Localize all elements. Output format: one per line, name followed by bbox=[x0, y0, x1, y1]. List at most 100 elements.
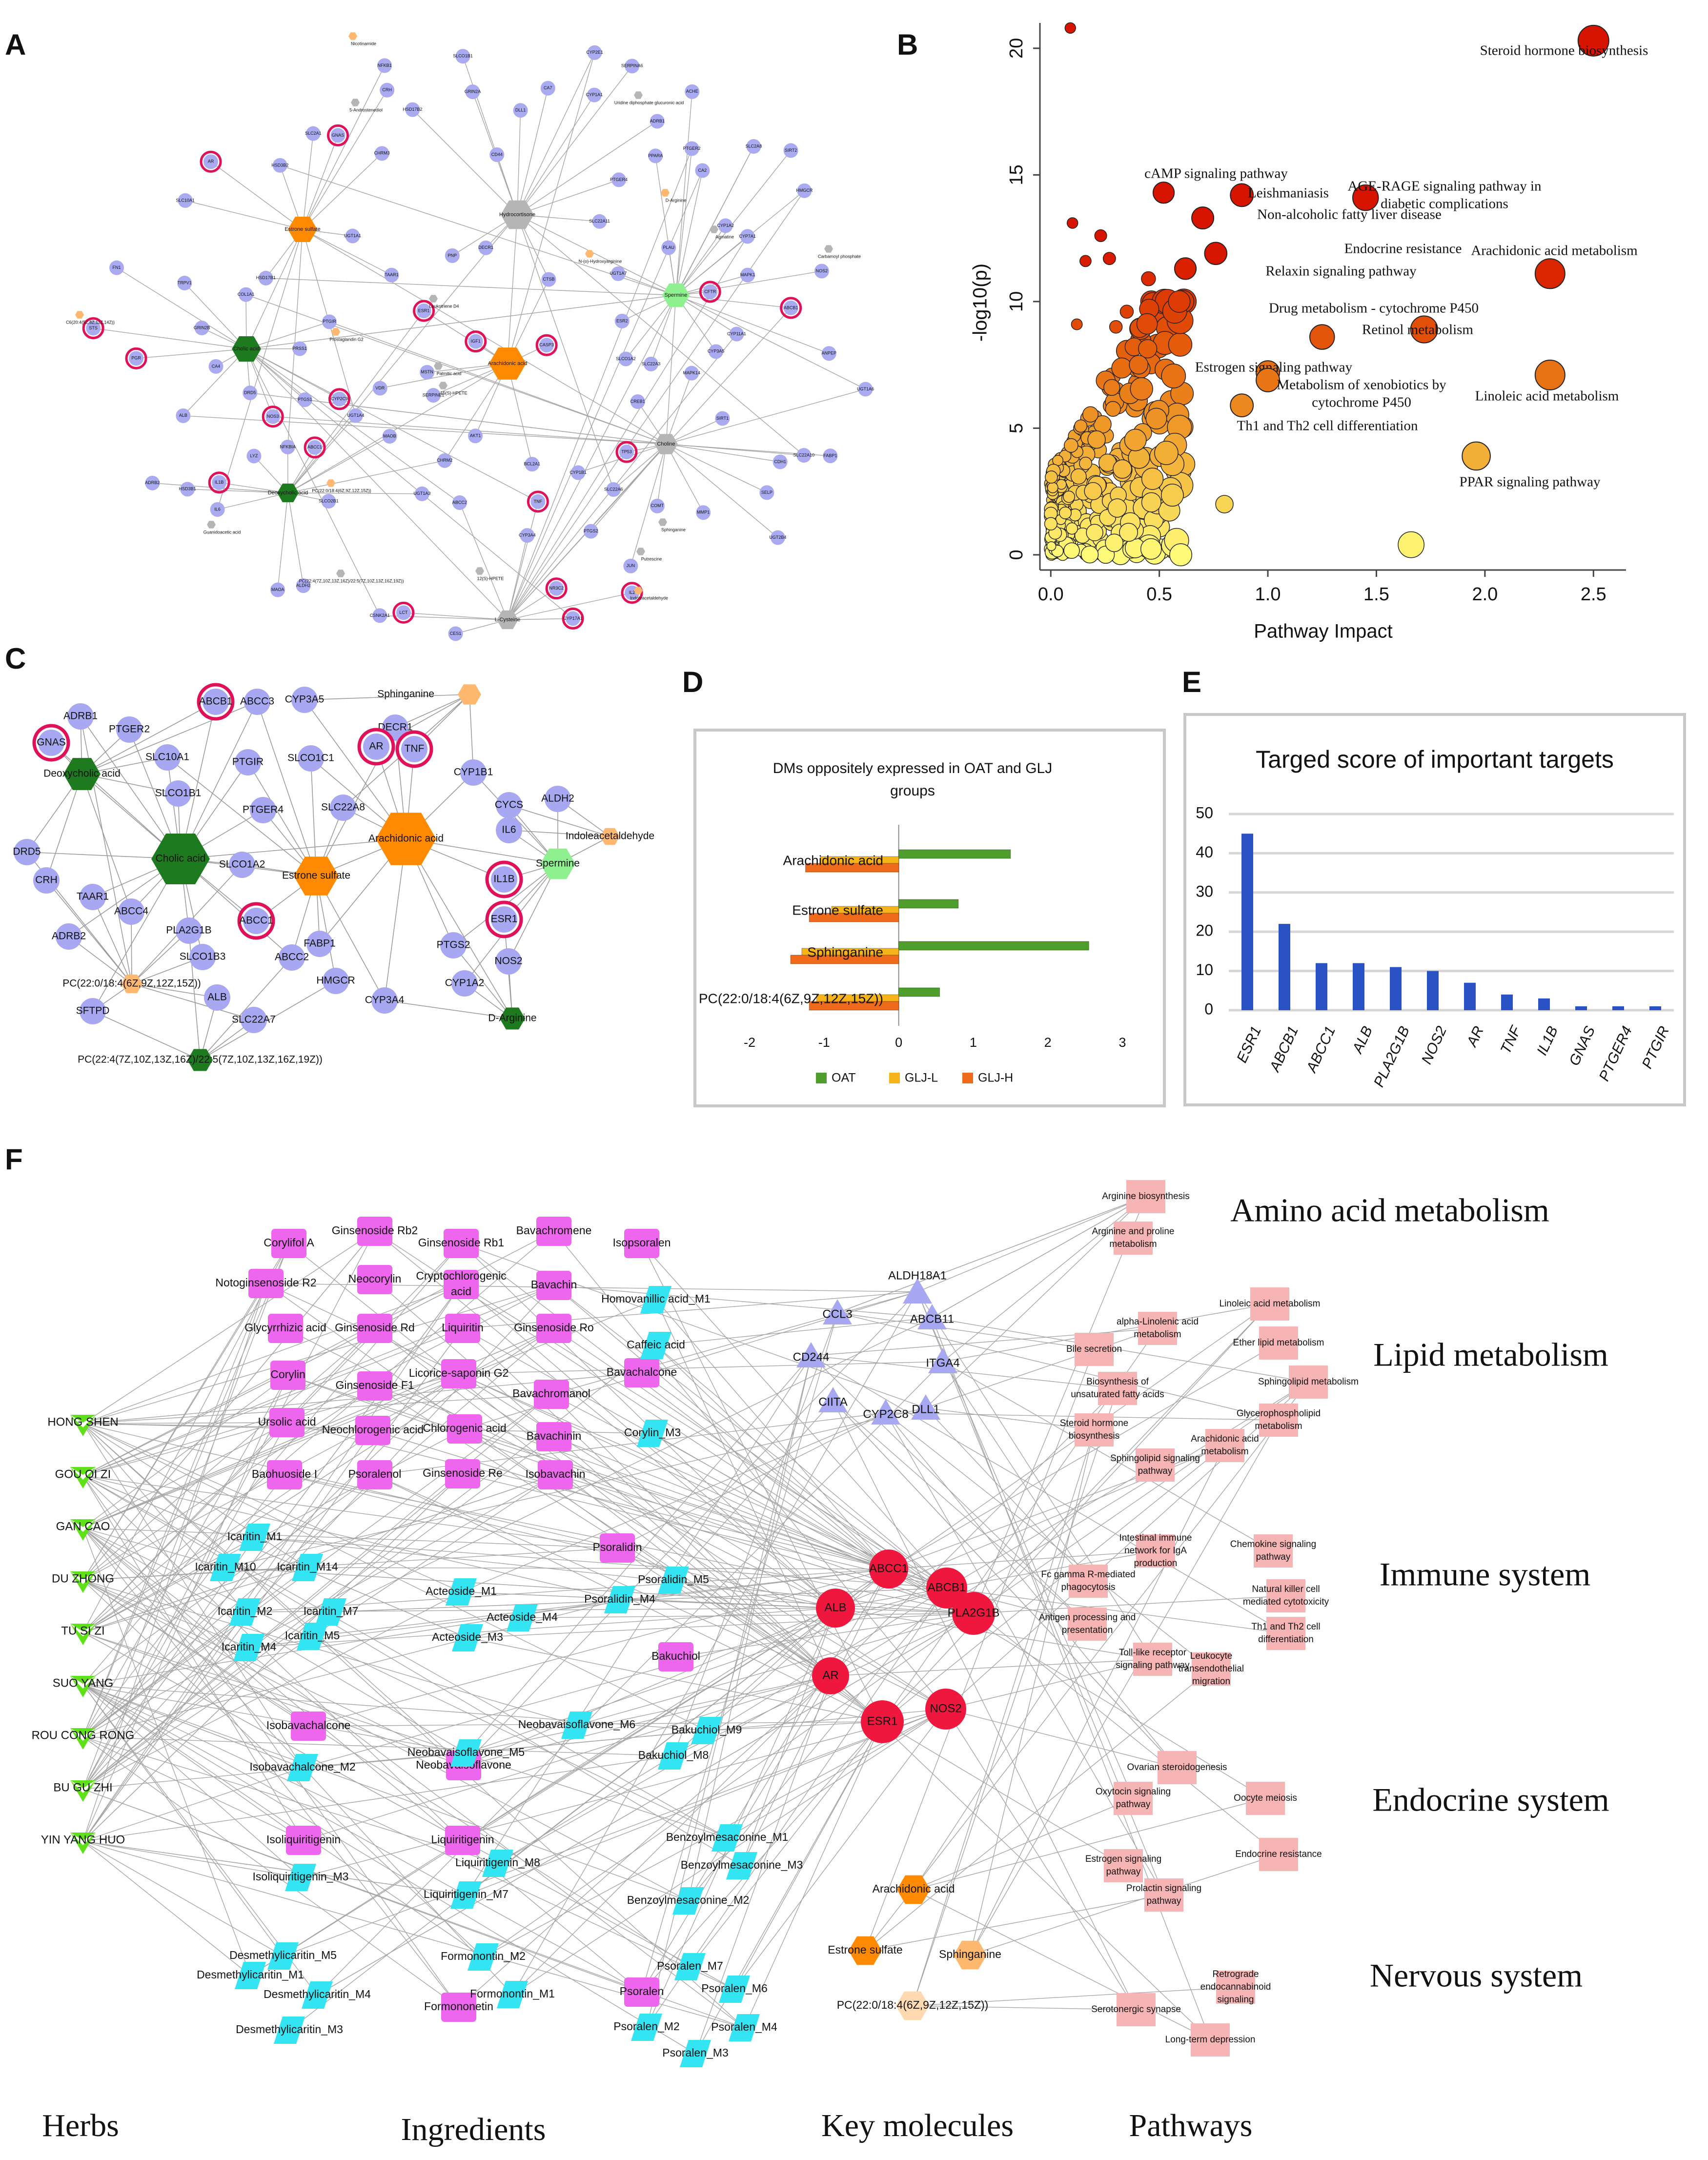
target-node-chrm2: CHRM2 bbox=[437, 453, 452, 468]
edge bbox=[316, 876, 385, 1001]
node-label: ESR1 bbox=[418, 308, 430, 313]
metabolite-label: Sphinganine bbox=[377, 689, 434, 700]
bar-abcb1 bbox=[1279, 924, 1290, 1010]
ingredient-parallelogram bbox=[672, 1887, 704, 1915]
edge bbox=[466, 1355, 812, 1895]
pathway-square bbox=[1075, 1333, 1114, 1366]
pathway-square bbox=[1216, 1971, 1255, 2004]
target-node-il6: IL6 bbox=[210, 502, 225, 517]
ingredient-parallelogram bbox=[446, 1578, 477, 1606]
ingredient-parallelogram bbox=[658, 1742, 689, 1770]
column-heading: Key molecules bbox=[821, 2108, 1014, 2143]
metabolite-ingredient-desmethylicaritin-m4: Desmethylicaritin_M4 bbox=[264, 1981, 371, 2009]
ingredient-parallelogram bbox=[285, 1864, 316, 1891]
point-label: diabetic complications bbox=[1381, 196, 1508, 212]
edge bbox=[82, 1283, 266, 1842]
node-circle bbox=[740, 267, 755, 283]
node-label: NOS2 bbox=[816, 268, 828, 273]
edge bbox=[82, 1736, 459, 2008]
edge bbox=[46, 774, 82, 881]
ingredient-parallelogram bbox=[450, 1881, 482, 1909]
node-label: IL6 bbox=[214, 507, 221, 511]
bar-ar bbox=[1464, 982, 1476, 1010]
edge bbox=[217, 492, 288, 510]
edge bbox=[81, 701, 216, 774]
edge bbox=[302, 229, 392, 276]
edge bbox=[246, 348, 508, 620]
ingredient-isobavachalcone: Isobavachalcone bbox=[266, 1712, 350, 1741]
edge bbox=[925, 1407, 1089, 1582]
node-label: DECR1 bbox=[378, 722, 412, 733]
node-label: SFTPD bbox=[76, 1005, 110, 1017]
node-label: SLC22A3 bbox=[642, 361, 661, 366]
scatter-point bbox=[1071, 318, 1083, 330]
ingredient-label: Benzoylmesaconine_M2 bbox=[627, 1894, 750, 1906]
node-circle bbox=[129, 351, 144, 366]
target-node-gnas: GNAS bbox=[326, 124, 349, 146]
metabolite-hexagon bbox=[458, 684, 481, 705]
target-node-cyp17a1: CYP17A1 bbox=[562, 607, 584, 630]
edge bbox=[82, 1767, 303, 1842]
metabolite-ingredient-liquiritigenin-m7: Liquiritigenin_M7 bbox=[424, 1881, 508, 1909]
legend-label: OAT bbox=[832, 1071, 856, 1085]
pathway-square bbox=[1191, 2023, 1230, 2057]
ingredient-square bbox=[286, 1826, 321, 1855]
metabolite-label: Arachidonic acid bbox=[368, 833, 444, 844]
pathway-square bbox=[1266, 1617, 1305, 1650]
bar-esr1 bbox=[1241, 834, 1253, 1010]
node-label: GRIN2B bbox=[194, 325, 210, 330]
edge bbox=[913, 1798, 1134, 1890]
ingredient-label: Icaritin_M1 bbox=[227, 1530, 282, 1543]
ingredient-label: Bavachinin bbox=[527, 1429, 582, 1442]
edge bbox=[308, 1569, 889, 1727]
scatter-point bbox=[1086, 524, 1103, 541]
ingredient-parallelogram bbox=[561, 1712, 592, 1739]
target-node-ca2: CA2 bbox=[695, 163, 710, 178]
edge bbox=[82, 1841, 251, 1976]
herb-bu-gu-zhi: BU GU ZHI bbox=[53, 1780, 113, 1802]
ingredient-label: Desmethylicaritin_M1 bbox=[197, 1968, 304, 1981]
metabolite-ingredient-benzoylmesaconine-m2: Benzoylmesaconine_M2 bbox=[627, 1887, 750, 1915]
herb-hong-shen: HONG SHEN bbox=[47, 1415, 119, 1436]
edge bbox=[932, 1196, 1146, 1318]
y-tick-label: 10 bbox=[1196, 961, 1213, 978]
scatter-point bbox=[1230, 183, 1254, 207]
edge bbox=[246, 229, 303, 349]
edge bbox=[655, 156, 676, 296]
ingredient-corylifol-a: Corylifol A bbox=[264, 1229, 314, 1258]
edge bbox=[553, 1285, 947, 1589]
edge bbox=[245, 294, 667, 445]
edge bbox=[555, 1474, 946, 1710]
ingredient-label: Psoralen bbox=[620, 1985, 664, 1997]
hub-hexagon bbox=[654, 434, 678, 454]
x-tick-label: 2 bbox=[1044, 1035, 1052, 1050]
scatter-point bbox=[1059, 506, 1072, 519]
edge bbox=[507, 363, 532, 465]
panel-d-label: D bbox=[682, 666, 703, 698]
edge bbox=[219, 482, 288, 493]
edge bbox=[82, 1243, 289, 1633]
node-circle bbox=[380, 82, 395, 98]
edge bbox=[507, 334, 737, 620]
pathway-label: Ovarian steroidogenesis bbox=[1127, 1762, 1227, 1773]
node-label: DECR1 bbox=[478, 245, 493, 250]
metabolite-nicotinamide: Nicotinamide bbox=[348, 32, 376, 46]
node-label: UGT1A7 bbox=[610, 271, 627, 276]
ingredient-square bbox=[271, 1229, 306, 1258]
pathway-square bbox=[1068, 1608, 1107, 1641]
metabolite-hexagon bbox=[824, 245, 833, 253]
node-label: ABCB1 bbox=[784, 305, 798, 310]
panel-c-label: C bbox=[5, 642, 26, 675]
node-circle bbox=[321, 493, 336, 509]
bar-oat bbox=[898, 987, 940, 997]
node-label: SLCO1B1 bbox=[155, 788, 202, 799]
scatter-point bbox=[1174, 257, 1197, 280]
ingredient-neocorylin: Neocorylin bbox=[348, 1265, 401, 1294]
target-label: CCL3 bbox=[822, 1307, 852, 1321]
node-label: STS bbox=[89, 326, 98, 330]
ingredient-square bbox=[441, 1993, 476, 2022]
scatter-point bbox=[1063, 490, 1076, 503]
ingredient-parallelogram bbox=[233, 1634, 264, 1661]
scatter-point bbox=[1309, 324, 1335, 350]
metabolite-ingredient-psoralen-m6: Psoralen_M6 bbox=[701, 1976, 768, 2003]
